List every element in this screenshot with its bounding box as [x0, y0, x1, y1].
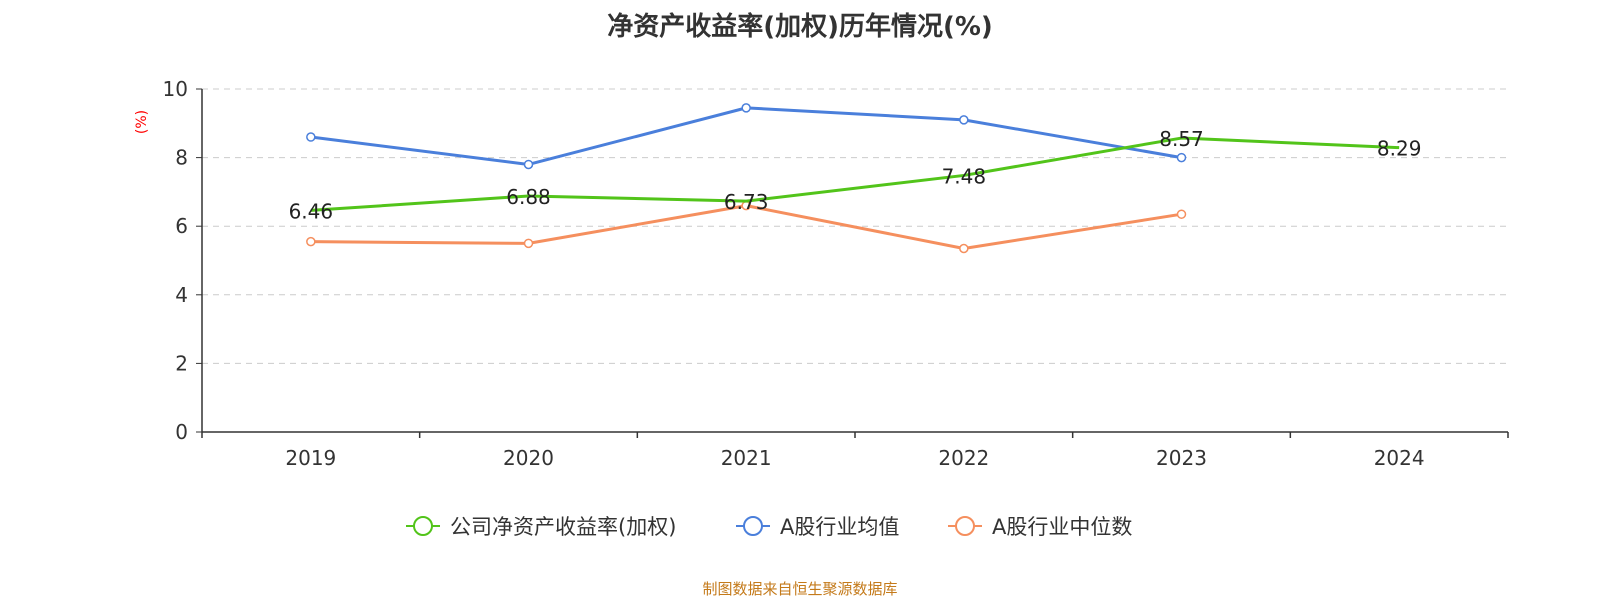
x-tick-label: 2021 — [721, 446, 772, 470]
legend-item: A股行业均值 — [736, 515, 899, 539]
x-tick-label: 2024 — [1374, 446, 1425, 470]
data-point — [959, 115, 969, 125]
x-tick-label: 2023 — [1156, 446, 1207, 470]
legend-label: A股行业中位数 — [992, 515, 1132, 539]
chart-title: 净资产收益率(加权)历年情况(%) — [607, 12, 993, 42]
data-label: 6.88 — [506, 185, 551, 209]
series-line — [310, 136, 1400, 212]
data-point — [959, 243, 969, 254]
legend: 公司净资产收益率(加权) A股行业均值 A股行业中位数 — [406, 515, 1132, 539]
x-tick-label: 2022 — [938, 446, 989, 470]
data-label: 6.46 — [289, 199, 334, 223]
series-line — [310, 106, 1182, 166]
legend-label: A股行业均值 — [780, 515, 899, 539]
data-point — [741, 103, 751, 113]
data-labels: 6.46 6.88 6.73 7.48 8.57 8.29 — [289, 127, 1422, 223]
legend-marker — [743, 516, 763, 536]
data-label: 6.73 — [724, 190, 769, 214]
legend-label: 公司净资产收益率(加权) — [450, 515, 676, 539]
source-note: 制图数据来自恒生聚源数据库 — [702, 580, 898, 598]
data-point — [1176, 209, 1187, 219]
y-tick-label: 0 — [175, 420, 188, 444]
series-lines — [306, 103, 1400, 254]
data-label: 8.29 — [1377, 137, 1422, 161]
data-point — [523, 159, 534, 170]
data-label: 7.48 — [942, 164, 987, 188]
y-tick-label: 2 — [175, 351, 188, 375]
data-point — [306, 236, 316, 247]
legend-marker — [413, 516, 433, 536]
y-tick-label: 6 — [175, 214, 188, 238]
x-tick-labels: 2019 2020 2021 2022 2023 2024 — [285, 446, 1424, 470]
legend-marker — [955, 516, 975, 536]
data-point — [306, 132, 316, 142]
y-tick-label: 8 — [175, 146, 188, 170]
data-label: 8.57 — [1159, 127, 1204, 151]
y-tick-label: 4 — [175, 283, 188, 307]
x-tick-label: 2020 — [503, 446, 554, 470]
y-tick-labels: 0 2 4 6 8 10 — [163, 77, 188, 444]
y-axis-title: (%) — [134, 110, 150, 134]
legend-item: 公司净资产收益率(加权) — [406, 515, 676, 539]
y-tick-label: 10 — [163, 77, 188, 101]
axes — [196, 88, 1509, 438]
data-point — [1176, 152, 1187, 163]
data-point — [523, 238, 534, 249]
legend-item: A股行业中位数 — [948, 515, 1132, 539]
x-tick-label: 2019 — [285, 446, 336, 470]
